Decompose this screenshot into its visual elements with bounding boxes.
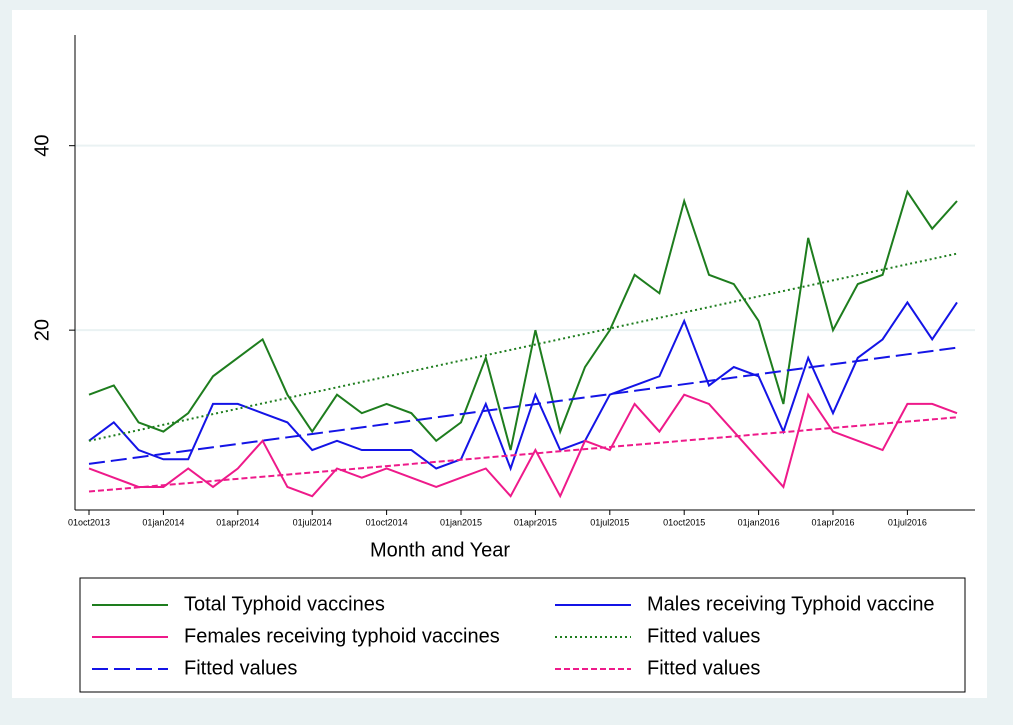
legend-label: Females receiving typhoid vaccines xyxy=(184,625,500,647)
legend-box xyxy=(79,577,966,693)
x-tick-label: 01oct2013 xyxy=(68,517,110,527)
x-tick-label: 01apr2014 xyxy=(216,517,259,527)
legend-label: Fitted values xyxy=(184,657,297,679)
x-tick-label: 01jan2016 xyxy=(738,517,780,527)
series-line xyxy=(88,392,958,499)
x-tick-label: 01jul2014 xyxy=(293,517,332,527)
legend-label: Total Typhoid vaccines xyxy=(184,593,385,615)
x-tick-label: 01jan2015 xyxy=(440,517,482,527)
x-tick-label: 01jan2014 xyxy=(142,517,184,527)
y-tick-label: 20 xyxy=(31,319,53,341)
series-line xyxy=(88,189,958,451)
x-tick-label: 01apr2016 xyxy=(811,517,854,527)
x-tick-label: 01oct2015 xyxy=(663,517,705,527)
series-line xyxy=(88,416,958,493)
x-axis-title: Month and Year xyxy=(370,539,510,561)
x-tick-label: 01jul2015 xyxy=(590,517,629,527)
x-tick-label: 01jul2016 xyxy=(888,517,927,527)
legend-label: Males receiving Typhoid vaccine xyxy=(647,593,935,615)
y-tick-label: 40 xyxy=(31,135,53,157)
series-line xyxy=(88,346,958,465)
legend-label: Fitted values xyxy=(647,657,760,679)
x-tick-label: 01oct2014 xyxy=(366,517,408,527)
x-tick-label: 01apr2015 xyxy=(514,517,557,527)
legend-label: Fitted values xyxy=(647,625,760,647)
